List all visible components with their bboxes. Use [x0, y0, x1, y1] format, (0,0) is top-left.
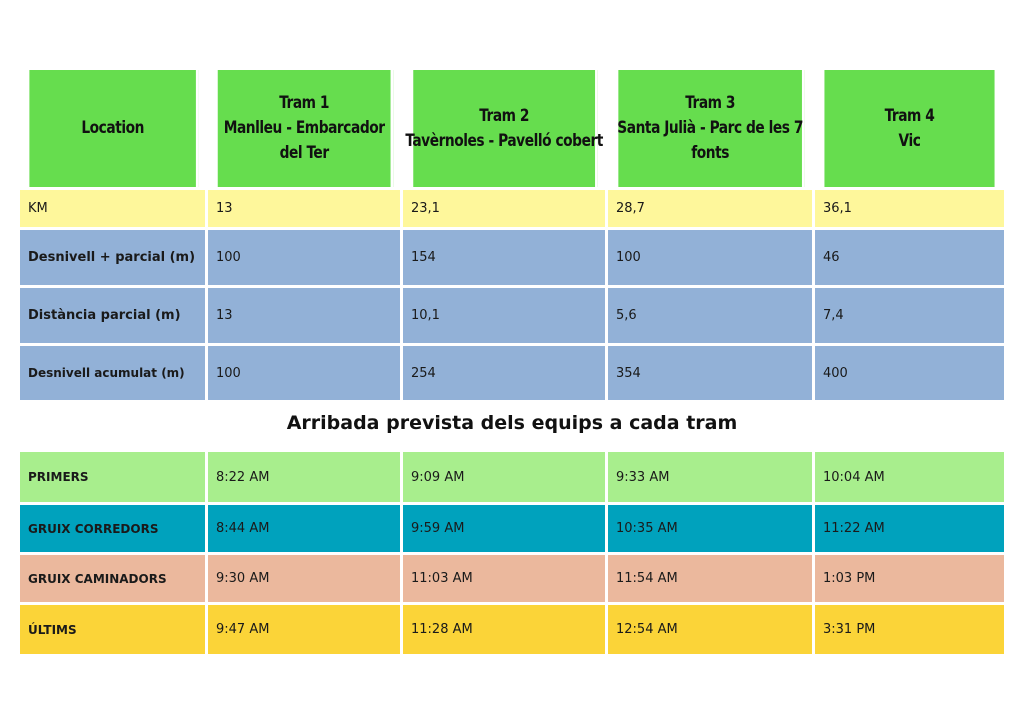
table-cell: 254 [403, 346, 608, 400]
table-row-distancia-parcial: Distància parcial (m) 13 10,1 5,6 7,4 [20, 288, 1004, 343]
table-cell: 5,6 [608, 288, 815, 343]
table-cell: 9:47 AM [208, 605, 403, 654]
table-cell: 400 [815, 346, 1004, 400]
table-cell: 10:04 AM [815, 452, 1004, 502]
table-row-km: KM 13 23,1 28,7 36,1 [20, 190, 1004, 227]
table-cell: 28,7 [608, 190, 815, 227]
table-cell: 100 [608, 230, 815, 285]
row-label: Desnivell acumulat (m) [20, 346, 208, 400]
row-label: GRUIX CORREDORS [20, 505, 208, 552]
header-tram-2: Tram 2 Tavèrnoles - Pavelló cobert [405, 70, 603, 187]
table-row-gruix-caminadors: GRUIX CAMINADORS 9:30 AM 11:03 AM 11:54 … [20, 555, 1004, 602]
table-row-desnivell-acumulat: Desnivell acumulat (m) 100 254 354 400 [20, 346, 1004, 400]
table-cell: 13 [208, 288, 403, 343]
row-label: PRIMERS [20, 452, 208, 502]
table-cell: 11:03 AM [403, 555, 608, 602]
header-tram-3: Tram 3 Santa Julià - Parc de les 7 fonts [617, 70, 805, 187]
table-cell: 8:44 AM [208, 505, 403, 552]
table-cell: 7,4 [815, 288, 1004, 343]
header-tram-1: Tram 1 Manlleu - Embarcador del Ter [217, 70, 394, 187]
table-header: Location Tram 1 Manlleu - Embarcador del… [20, 70, 1004, 187]
row-label: ÚLTIMS [20, 605, 208, 654]
table-cell: 11:54 AM [608, 555, 815, 602]
table-cell: 9:30 AM [208, 555, 403, 602]
table-cell: 354 [608, 346, 815, 400]
table-cell: 13 [208, 190, 403, 227]
table-cell: 100 [208, 230, 403, 285]
table-cell: 11:22 AM [815, 505, 1004, 552]
row-label: Desnivell + parcial (m) [20, 230, 208, 285]
table-row-gruix-corredors: GRUIX CORREDORS 8:44 AM 9:59 AM 10:35 AM… [20, 505, 1004, 552]
header-tram-4: Tram 4 Vic [824, 70, 995, 187]
table-cell: 23,1 [403, 190, 608, 227]
table-cell: 9:59 AM [403, 505, 608, 552]
table-cell: 12:54 AM [608, 605, 815, 654]
table-cell: 46 [815, 230, 1004, 285]
table-cell: 154 [403, 230, 608, 285]
table-row-desnivell-parcial: Desnivell + parcial (m) 100 154 100 46 [20, 230, 1004, 285]
row-label: KM [20, 190, 208, 227]
table-row-primers: PRIMERS 8:22 AM 9:09 AM 9:33 AM 10:04 AM [20, 452, 1004, 502]
table-cell: 100 [208, 346, 403, 400]
table-cell: 1:03 PM [815, 555, 1004, 602]
table-cell: 9:09 AM [403, 452, 608, 502]
table-row-ultims: ÚLTIMS 9:47 AM 11:28 AM 12:54 AM 3:31 PM [20, 605, 1004, 654]
table-cell: 8:22 AM [208, 452, 403, 502]
header-location: Location [29, 70, 199, 187]
table-cell: 36,1 [815, 190, 1004, 227]
table-cell: 9:33 AM [608, 452, 815, 502]
row-label: GRUIX CAMINADORS [20, 555, 208, 602]
table-cell: 3:31 PM [815, 605, 1004, 654]
table-cell: 10:35 AM [608, 505, 815, 552]
table-cell: 10,1 [403, 288, 608, 343]
row-label: Distància parcial (m) [20, 288, 208, 343]
arrivals-title: Arribada prevista dels equips a cada tra… [286, 412, 738, 434]
table-cell: 11:28 AM [403, 605, 608, 654]
